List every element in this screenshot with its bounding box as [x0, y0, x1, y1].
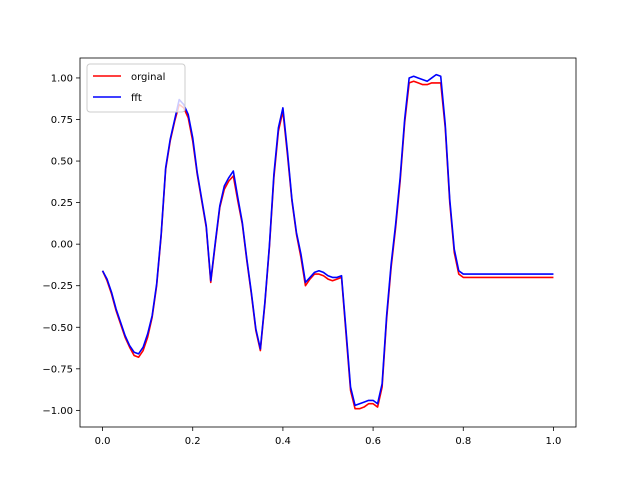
y-tick-label: −0.25	[42, 281, 73, 292]
x-tick-label: 1.0	[546, 436, 562, 447]
legend-label-orginal: orginal	[131, 72, 165, 83]
y-tick-label: 1.00	[51, 73, 73, 84]
y-tick-label: 0.75	[51, 115, 73, 126]
y-tick-label: 0.00	[51, 240, 73, 251]
plot-frame	[79, 57, 577, 428]
x-tick-label: 0.2	[185, 436, 201, 447]
legend-label-fft: fft	[131, 93, 142, 104]
y-tick-label: −0.50	[42, 323, 73, 334]
y-tick-label: −0.75	[42, 364, 73, 375]
y-tick-label: 0.25	[51, 198, 73, 209]
x-tick-label: 0.0	[95, 436, 111, 447]
y-tick-label: 0.50	[51, 157, 73, 168]
x-axis: 0.0 0.2 0.4 0.6 0.8 1.0	[95, 427, 562, 447]
x-tick-label: 0.6	[365, 436, 381, 447]
y-axis: −1.00 −0.75 −0.50 −0.25 0.00 0.25 0.50 0.75 1.00	[42, 73, 80, 417]
y-tick-label: −1.00	[42, 406, 73, 417]
legend: orginal fft	[86, 63, 186, 113]
x-tick-label: 0.4	[275, 436, 291, 447]
x-tick-label: 0.8	[455, 436, 471, 447]
